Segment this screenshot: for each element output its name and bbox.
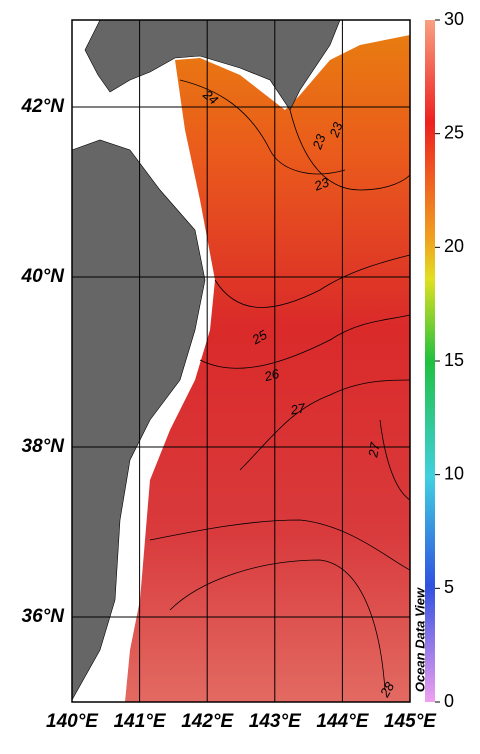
contour-label: 26 xyxy=(262,366,282,385)
colorbar-tick-label: 5 xyxy=(444,577,454,597)
temperature-field xyxy=(125,35,410,702)
graticule xyxy=(72,20,410,702)
contour-label: 23 xyxy=(311,174,331,194)
lat-tick-label: 42°N xyxy=(21,96,66,117)
lat-tick-label: 38°N xyxy=(22,436,66,457)
lon-tick-label: 143°E xyxy=(249,711,302,732)
lon-tick-label: 144°E xyxy=(316,711,369,732)
watermark: Ocean Data View xyxy=(412,587,427,692)
contour-label: 23 xyxy=(309,132,329,152)
contours xyxy=(149,79,411,691)
contour-label: 28 xyxy=(376,679,397,701)
contour-label: 25 xyxy=(249,327,271,348)
contour-label: 27 xyxy=(288,400,307,418)
land-hokkaido xyxy=(84,19,341,111)
colorbar-tick-label: 20 xyxy=(444,236,464,256)
map-frame xyxy=(71,19,411,703)
lon-tick-label: 140°E xyxy=(46,711,99,732)
colorbar-tick-label: 15 xyxy=(444,350,464,370)
contour-label: 27 xyxy=(365,441,383,460)
colorbar-tick-label: 25 xyxy=(444,122,464,142)
lat-tick-label: 40°N xyxy=(21,266,66,287)
lon-tick-label: 141°E xyxy=(114,711,167,732)
lat-tick-label: 36°N xyxy=(22,606,66,627)
lon-tick-label: 142°E xyxy=(181,711,234,732)
colorbar-tick-label: 0 xyxy=(444,691,454,711)
colorbar xyxy=(425,20,435,702)
contour-label: 23 xyxy=(326,120,346,140)
colorbar-tick-label: 30 xyxy=(444,9,464,29)
colorbar-tick-label: 10 xyxy=(444,463,464,483)
lon-tick-label: 145°E xyxy=(384,711,437,732)
